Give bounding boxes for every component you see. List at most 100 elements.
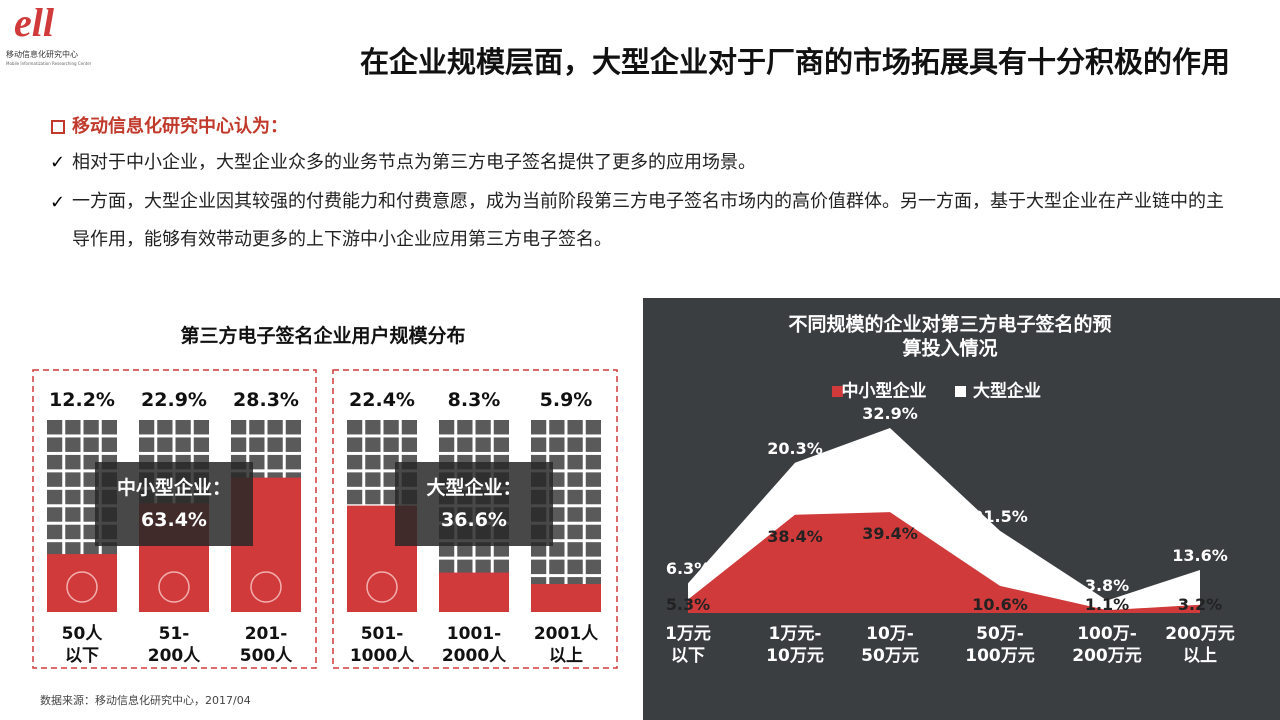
bullet: 一方面，大型企业因其较强的付费能力和付费意愿，成为当前阶段第三方电子签名市场内的… — [72, 191, 1224, 250]
waffle-cell — [549, 489, 565, 505]
waffle-cell — [493, 420, 509, 435]
value-label: 5.9% — [539, 389, 593, 412]
icon — [366, 571, 398, 603]
bar — [531, 583, 601, 612]
waffle-cell — [549, 524, 565, 540]
waffle-cell — [65, 454, 81, 470]
waffle-cell — [267, 437, 283, 452]
waffle-cell — [65, 542, 81, 557]
waffle-cell — [83, 507, 99, 522]
waffle-cell — [567, 454, 583, 470]
waffle-cell — [401, 437, 417, 452]
value-label: 28.3% — [233, 389, 299, 412]
waffle-cell — [549, 437, 565, 452]
waffle-cell — [65, 489, 81, 505]
waffle-cell — [549, 542, 565, 557]
waffle-cell — [47, 489, 63, 505]
value-label: 1.1% — [1084, 595, 1130, 614]
group-box — [95, 462, 253, 546]
x-tick-label: 50人 以下 — [61, 624, 103, 666]
waffle-cell — [567, 420, 583, 435]
x-tick-label: 1001- 2000人 — [441, 624, 507, 666]
waffle-cell — [457, 420, 473, 435]
waffle-cell — [139, 437, 155, 452]
waffle-cell — [585, 437, 601, 452]
x-tick-label: 51- 200人 — [147, 624, 201, 666]
value-label: 3.8% — [1084, 576, 1130, 596]
group-box — [395, 462, 553, 546]
waffle-cell — [83, 524, 99, 540]
x-tick-label: 501- 1000人 — [349, 624, 415, 666]
value-label: 5.3% — [665, 595, 711, 614]
value-label: 32.9% — [862, 404, 918, 423]
waffle-cell — [83, 420, 99, 435]
waffle-cell — [585, 542, 601, 557]
waffle-cell — [65, 420, 81, 435]
x-tick-label: 10万- 50万元 — [861, 624, 919, 666]
waffle-cell — [383, 437, 399, 452]
waffle-cell — [549, 559, 565, 575]
waffle-cell — [47, 507, 63, 522]
waffle-cell — [231, 420, 247, 435]
logo-subtext: Mobile Informatization Researching Cente… — [6, 61, 92, 66]
waffle-cell — [439, 420, 455, 435]
waffle-cell — [439, 437, 455, 452]
chart-title: 第三方电子签名企业用户规模分布 — [180, 325, 466, 348]
waffle-cell — [531, 420, 547, 435]
waffle-cell — [83, 489, 99, 505]
logo-text: 移动信息化研究中心 — [6, 50, 78, 59]
waffle-cell — [549, 507, 565, 522]
waffle-cell — [347, 472, 363, 487]
waffle-cell — [249, 454, 265, 470]
icon — [66, 571, 98, 603]
waffle-cell — [65, 524, 81, 540]
waffle-cell — [585, 420, 601, 435]
x-tick-label: 100万- 200万元 — [1072, 624, 1142, 666]
waffle-cell — [383, 420, 399, 435]
waffle-cell — [567, 472, 583, 487]
x-tick-label: 50万- 100万元 — [965, 624, 1035, 666]
waffle-cell — [157, 437, 173, 452]
waffle-cell — [267, 420, 283, 435]
waffle-cell — [549, 420, 565, 435]
waffle-cell — [531, 559, 547, 575]
waffle-cell — [47, 454, 63, 470]
waffle-cell — [83, 472, 99, 487]
icon — [158, 571, 190, 603]
x-tick-label: 201- 500人 — [239, 624, 293, 666]
area — [688, 512, 1200, 613]
waffle-cell — [347, 437, 363, 452]
value-label: 3.2% — [1177, 595, 1223, 614]
x-tick-label: 200万元 以上 — [1165, 624, 1235, 666]
waffle-cell — [83, 454, 99, 470]
waffle-cell — [493, 559, 509, 575]
waffle-cell — [567, 489, 583, 505]
value-label: 21.5% — [972, 506, 1028, 526]
x-tick-label: 1万元 以下 — [665, 624, 711, 666]
bar — [439, 572, 509, 612]
group-value: 36.6% — [441, 509, 507, 532]
waffle-cell — [567, 507, 583, 522]
waffle-cell — [267, 454, 283, 470]
group-label: 大型企业： — [426, 477, 522, 500]
logo-mark: ell — [14, 0, 55, 45]
waffle-cell — [585, 472, 601, 487]
waffle-cell — [567, 559, 583, 575]
waffle-cell — [365, 420, 381, 435]
value-label: 20.3% — [767, 438, 823, 458]
waffle-cell — [549, 472, 565, 487]
waffle-cell — [475, 437, 491, 452]
waffle-cell — [47, 542, 63, 557]
waffle-cell — [65, 472, 81, 487]
slide-title: 在企业规模层面，大型企业对于厂商的市场拓展具有十分积极的作用 — [359, 45, 1230, 79]
bullet: 相对于中小企业，大型企业众多的业务节点为第三方电子签名提供了更多的应用场景。 — [72, 152, 756, 173]
legend-swatch — [832, 386, 843, 397]
legend-label: 大型企业 — [973, 381, 1041, 402]
waffle-cell — [175, 420, 191, 435]
waffle-cell — [47, 472, 63, 487]
group-value: 63.4% — [141, 509, 207, 532]
waffle-cell — [365, 489, 381, 505]
value-label: 38.4% — [767, 526, 823, 546]
waffle-cell — [65, 437, 81, 452]
waffle-cell — [65, 507, 81, 522]
